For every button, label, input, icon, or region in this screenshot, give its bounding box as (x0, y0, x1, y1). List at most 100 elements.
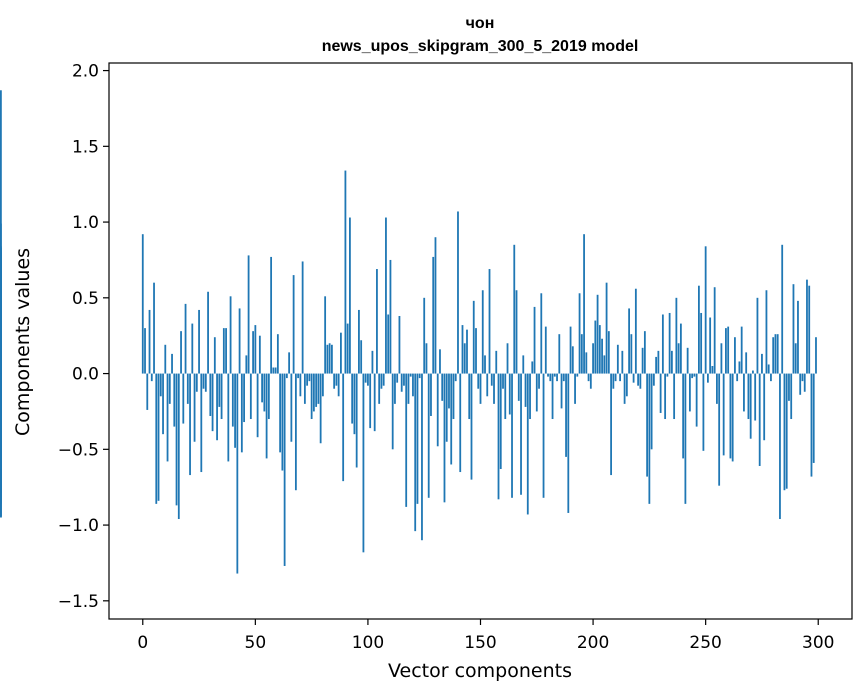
bar-component-296 (808, 285, 811, 374)
bar-component-239 (679, 323, 682, 374)
x-tick-label: 250 (689, 633, 721, 653)
bar-component-11 (166, 373, 169, 462)
bar-component-288 (790, 373, 793, 420)
bar-component-166 (515, 290, 518, 374)
bar-component-45 (243, 373, 245, 423)
bar-component-130 (434, 237, 437, 374)
bar-component-233 (666, 373, 669, 377)
bar-component-153 (486, 373, 489, 397)
bar-component-157 (495, 350, 498, 374)
bar-component-267 (743, 373, 745, 412)
bar-component-197 (585, 352, 588, 374)
y-tick-label: 1.5 (72, 137, 99, 157)
bar-component-87 (337, 373, 340, 397)
bar-component-24 (195, 373, 198, 392)
bar-component-65 (288, 352, 291, 374)
bar-component-68 (294, 373, 297, 491)
bar-component-204 (601, 338, 603, 374)
bar-component-102 (371, 350, 374, 374)
bar-component-138 (452, 373, 455, 420)
bar-component-2 (146, 373, 149, 410)
bar-component-246 (695, 373, 698, 427)
bar-component-167 (517, 373, 520, 401)
bar-component-93 (351, 373, 354, 424)
bar-component-230 (659, 373, 662, 413)
bar-component-189 (567, 373, 570, 513)
bar-component-194 (578, 293, 581, 374)
bar-component-51 (256, 373, 259, 438)
bar-component-135 (445, 373, 448, 442)
bars-group (0, 90, 817, 574)
bar-component-90 (344, 170, 347, 374)
bar-component-60 (276, 334, 279, 374)
bar-component-17 (180, 331, 182, 374)
bar-component-154 (488, 269, 491, 374)
bar-component-158 (497, 373, 500, 500)
bar-component-40 (231, 373, 234, 427)
bar-component-141 (459, 373, 462, 473)
bar-component-195 (580, 334, 583, 374)
bar-component-79 (319, 373, 322, 444)
bar-component-undefined (0, 373, 2, 447)
y-tick-label: −1.0 (58, 516, 99, 536)
bar-component-105 (378, 373, 381, 404)
bar-component-62 (281, 373, 284, 471)
bar-component-221 (639, 373, 642, 389)
bar-component-238 (677, 343, 680, 374)
bar-component-10 (164, 344, 167, 374)
bar-component-275 (761, 353, 763, 374)
bar-component-156 (493, 373, 495, 404)
bar-component-53 (261, 373, 263, 403)
chart-subtitle: news_upos_skipgram_300_5_2019 model (322, 38, 639, 55)
bar-component-94 (353, 373, 356, 435)
x-tick-label: 200 (577, 633, 609, 653)
bar-component-115 (400, 373, 403, 392)
bar-component-66 (290, 373, 293, 442)
bar-component-28 (204, 373, 207, 392)
bar-component-159 (499, 373, 502, 470)
bar-component-263 (734, 337, 736, 374)
bar-component-278 (767, 364, 770, 374)
bar-component-299 (815, 337, 817, 374)
bar-component-261 (729, 373, 732, 459)
bar-component-96 (358, 309, 360, 374)
x-axis-ticks: 0 50 100 150 200 250 300 (137, 619, 834, 653)
bar-component-283 (779, 373, 781, 520)
bar-component-134 (443, 373, 446, 503)
bar-component-59 (274, 367, 277, 374)
bar-component-50 (254, 325, 257, 374)
bar-component-229 (657, 350, 660, 374)
bar-component-84 (331, 344, 333, 374)
bar-component-219 (634, 288, 637, 374)
bar-component-236 (673, 373, 676, 420)
bar-component-122 (416, 373, 419, 504)
bar-component-200 (592, 343, 594, 374)
bar-component-248 (700, 312, 703, 374)
bar-component-67 (292, 275, 295, 374)
bar-component-6 (155, 373, 158, 504)
bar-component-88 (340, 332, 342, 374)
bar-component-117 (405, 373, 408, 507)
bar-component-196 (583, 234, 585, 374)
bar-component-74 (308, 373, 311, 382)
bar-component-75 (310, 373, 313, 420)
bar-component-95 (355, 373, 358, 468)
bar-component-112 (394, 373, 396, 404)
bar-component-243 (688, 373, 691, 412)
bar-component-27 (202, 373, 205, 389)
bar-component-30 (209, 373, 212, 416)
x-tick-label: 50 (245, 633, 267, 653)
bar-component-231 (661, 314, 664, 374)
bar-component-190 (569, 326, 572, 374)
bar-component-176 (538, 373, 540, 389)
bar-component-207 (607, 331, 610, 374)
bar-component-182 (551, 373, 554, 420)
bar-component-272 (754, 373, 757, 421)
bar-component-83 (328, 343, 331, 374)
bar-component-185 (558, 334, 561, 374)
bar-component-39 (229, 296, 232, 374)
bar-component-252 (709, 317, 712, 374)
bar-component-85 (333, 373, 336, 389)
bar-component-107 (382, 373, 385, 386)
bar-component-187 (562, 373, 565, 382)
